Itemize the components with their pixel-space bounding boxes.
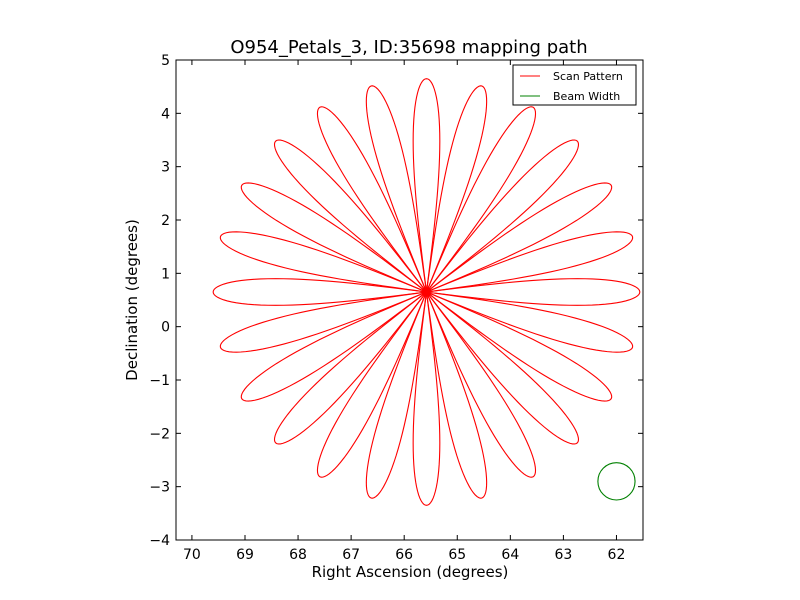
scan-pattern-petal <box>365 85 428 293</box>
y-tick-label: −4 <box>149 533 170 549</box>
x-axis-label: Right Ascension (degrees) <box>312 563 509 581</box>
y-tick-label: 5 <box>161 53 170 69</box>
scan-pattern-petal <box>426 182 613 293</box>
scan-pattern-petal <box>212 278 427 306</box>
scan-pattern-petal <box>273 291 427 445</box>
legend: Scan Pattern Beam Width <box>512 64 637 106</box>
scan-pattern-petal <box>426 291 634 353</box>
y-tick-label: 4 <box>161 106 170 122</box>
y-tick-label: 3 <box>161 160 170 176</box>
scan-pattern-petal <box>425 85 488 293</box>
legend-label-beam-width: Beam Width <box>553 90 620 103</box>
beam-width-circle <box>597 462 636 501</box>
scan-pattern-petal <box>426 139 580 293</box>
scan-pattern-petal <box>425 106 537 293</box>
chart-title: O954_Petals_3, ID:35698 mapping path <box>230 37 587 58</box>
y-tick-label: −2 <box>149 426 170 442</box>
scan-pattern-petal <box>365 291 428 499</box>
scan-pattern-petal <box>412 78 441 293</box>
scan-pattern-petal <box>426 278 641 306</box>
x-tick-label: 68 <box>289 547 307 563</box>
y-axis: −4 −3 −2 −1 0 1 2 3 4 5 <box>149 53 643 549</box>
x-tick-label: 65 <box>448 547 466 563</box>
scan-pattern-petal <box>316 106 427 293</box>
legend-label-scan-pattern: Scan Pattern <box>553 70 623 83</box>
scan-pattern-petal <box>426 291 580 445</box>
x-tick-label: 70 <box>183 547 201 563</box>
scan-pattern-petal <box>273 139 427 293</box>
scan-pattern-petal <box>425 291 537 478</box>
scan-pattern-petal <box>219 291 427 353</box>
y-tick-label: 0 <box>161 320 170 336</box>
y-tick-label: −1 <box>149 373 170 389</box>
x-tick-label: 64 <box>501 547 519 563</box>
scan-pattern-petal <box>412 291 441 506</box>
scan-pattern-petal <box>425 291 488 499</box>
plot-area <box>176 60 643 540</box>
scan-pattern-petal <box>426 291 613 402</box>
scan-pattern-petal <box>219 231 427 293</box>
x-axis: 70 69 68 67 66 65 64 63 62 <box>183 60 625 563</box>
y-tick-label: −3 <box>149 480 170 496</box>
x-tick-label: 63 <box>554 547 572 563</box>
scan-pattern-petal <box>316 291 427 478</box>
plot-frame <box>175 59 644 541</box>
series-layer <box>212 78 641 506</box>
legend-box <box>512 64 637 106</box>
y-axis-label: Declination (degrees) <box>123 219 141 381</box>
y-tick-label: 2 <box>161 213 170 229</box>
scan-pattern-petal <box>240 182 427 293</box>
x-tick-label: 69 <box>236 547 254 563</box>
x-tick-label: 62 <box>608 547 626 563</box>
scan-pattern-petal <box>426 231 634 293</box>
x-tick-label: 67 <box>342 547 360 563</box>
y-tick-label: 1 <box>161 266 170 282</box>
x-tick-label: 66 <box>395 547 413 563</box>
scan-pattern-petal <box>240 291 427 402</box>
